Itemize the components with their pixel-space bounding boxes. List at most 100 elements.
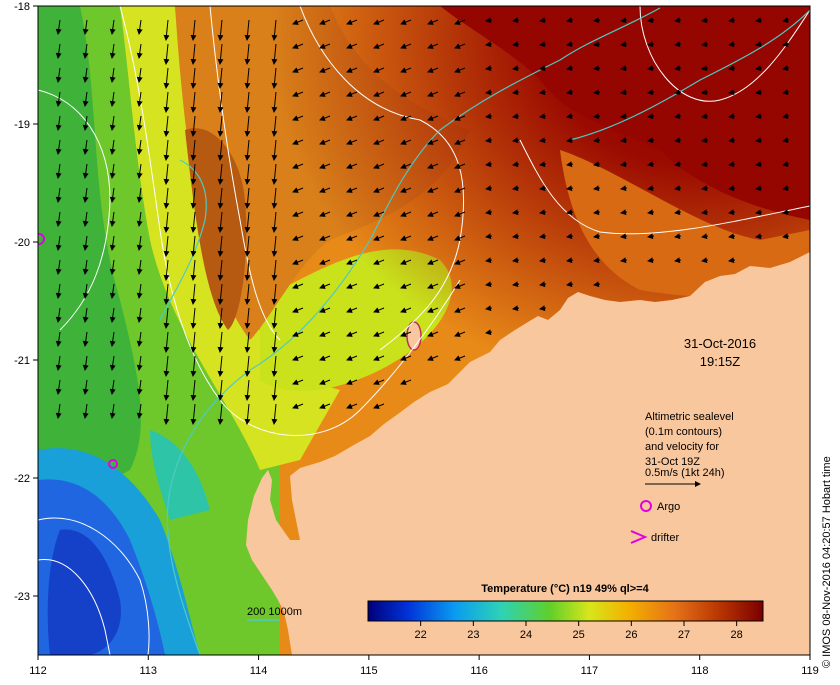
velocity-arrow: [512, 305, 520, 312]
velocity-arrow: [109, 163, 116, 179]
velocity-arrow: [782, 161, 790, 168]
velocity-arrow: [346, 187, 358, 193]
velocity-arrow: [319, 187, 331, 193]
sealevel-contours: [38, 6, 810, 655]
velocity-arrow: [593, 281, 601, 288]
legend-line-4: 31-Oct 19Z: [645, 456, 700, 468]
velocity-arrow: [82, 403, 89, 419]
velocity-arrow: [163, 283, 170, 305]
velocity-arrow: [163, 187, 170, 209]
velocity-arrow: [373, 355, 385, 361]
velocity-arrow: [244, 235, 251, 257]
velocity-arrow: [109, 235, 116, 251]
velocity-arrow: [728, 209, 736, 216]
velocity-arrow: [271, 43, 278, 65]
velocity-arrow: [271, 115, 278, 137]
velocity-arrow: [647, 89, 655, 96]
velocity-arrow: [271, 19, 278, 41]
velocity-arrow: [512, 185, 520, 192]
velocity-arrow: [427, 283, 439, 289]
velocity-arrow: [373, 115, 385, 121]
velocity-arrow: [55, 43, 62, 59]
lon-tick-label: 113: [140, 665, 158, 677]
velocity-arrow: [55, 379, 62, 395]
velocity-arrow: [427, 355, 439, 361]
velocity-arrow: [136, 115, 143, 131]
velocity-arrow: [244, 283, 251, 305]
colorbar-tick-label: 25: [573, 629, 585, 641]
velocity-arrow: [244, 19, 251, 41]
velocity-arrow: [400, 307, 412, 313]
lon-tick-label: 115: [360, 665, 378, 677]
velocity-arrow: [755, 209, 763, 216]
velocity-arrow: [82, 91, 89, 107]
velocity-arrow: [485, 41, 493, 48]
velocity-arrow: [373, 235, 385, 241]
velocity-arrow: [346, 355, 358, 361]
velocity-arrow: [566, 185, 574, 192]
velocity-arrow: [674, 113, 682, 120]
velocity-arrow: [163, 211, 170, 233]
velocity-arrow: [782, 89, 790, 96]
velocity-arrow: [400, 235, 412, 241]
colorbar-ticks: 22 23 24 25 26 27 28: [415, 621, 743, 641]
velocity-arrow: [271, 187, 278, 209]
velocity-arrow: [136, 139, 143, 155]
velocity-arrow: [319, 259, 331, 265]
velocity-arrow: [271, 355, 278, 377]
argo-float-marker: [38, 233, 45, 245]
velocity-arrow: [454, 259, 466, 265]
velocity-arrow: [163, 403, 170, 425]
velocity-arrow: [109, 331, 116, 347]
velocity-arrow: [319, 403, 331, 409]
velocity-arrow: [485, 17, 493, 24]
velocity-arrow: [485, 281, 493, 288]
velocity-arrow: [647, 17, 655, 24]
velocity-arrow: [782, 209, 790, 216]
velocity-arrow: [485, 113, 493, 120]
velocity-arrow: [136, 211, 143, 227]
velocity-arrow: [136, 379, 143, 395]
velocity-arrow: [701, 17, 709, 24]
velocity-arrow: [346, 331, 358, 337]
velocity-arrow: [454, 19, 466, 25]
legend-line-2: (0.1m contours): [645, 426, 722, 438]
velocity-arrow: [400, 91, 412, 97]
lon-tick-label: 114: [250, 665, 268, 677]
velocity-arrow: [163, 355, 170, 377]
velocity-arrow: [82, 379, 89, 395]
velocity-arrow: [539, 113, 547, 120]
velocity-arrow: [244, 139, 251, 161]
velocity-arrow: [485, 257, 493, 264]
velocity-arrow: [427, 331, 439, 337]
velocity-arrow: [427, 67, 439, 73]
velocity-arrow: [217, 331, 224, 353]
velocity-arrow: [217, 403, 224, 425]
velocity-arrow: [217, 283, 224, 305]
velocity-arrow: [427, 139, 439, 145]
velocity-arrow: [82, 67, 89, 83]
velocity-arrow: [755, 17, 763, 24]
velocity-arrow: [593, 209, 601, 216]
velocity-arrow: [566, 233, 574, 240]
velocity-arrow: [163, 115, 170, 137]
velocity-arrow: [373, 43, 385, 49]
velocity-arrow: [620, 209, 628, 216]
velocity-arrow: [244, 307, 251, 329]
velocity-arrow: [400, 355, 412, 361]
velocity-arrow: [566, 257, 574, 264]
velocity-arrow: [109, 115, 116, 131]
velocity-arrow: [485, 233, 493, 240]
velocity-arrow: [109, 67, 116, 83]
velocity-arrow: [82, 283, 89, 299]
velocity-arrow: [620, 233, 628, 240]
velocity-arrow: [620, 41, 628, 48]
colorbar-gradient: [367, 600, 764, 622]
velocity-arrow: [244, 187, 251, 209]
velocity-arrow: [244, 163, 251, 185]
velocity-arrow: [55, 19, 62, 35]
velocity-arrow: [271, 139, 278, 161]
lat-tick-label: -22: [14, 473, 30, 485]
velocity-arrow: [593, 17, 601, 24]
velocity-arrow: [400, 163, 412, 169]
